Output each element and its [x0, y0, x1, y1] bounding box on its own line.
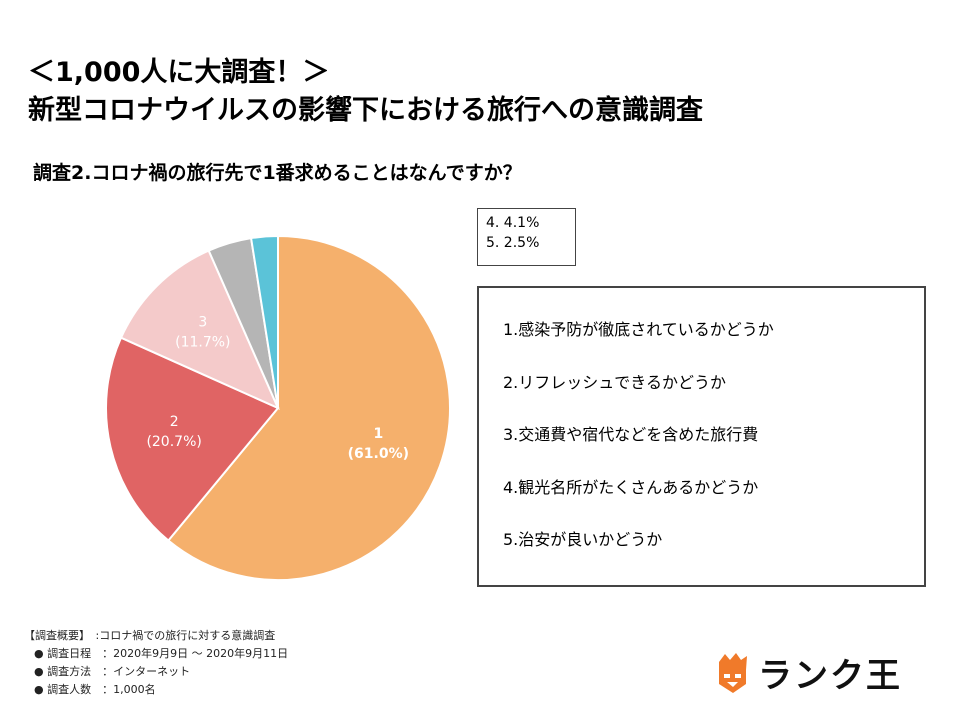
- small-legend-item-5: 5. 2.5%: [486, 235, 540, 251]
- pie-slice-5: [249, 234, 279, 409]
- pie-slice-2: [105, 336, 280, 542]
- option-5: 5.治安が良いかどうか: [503, 530, 663, 549]
- summary-heading: 【調査概要】 :コロナ禍での旅行に対する意識調査: [24, 629, 276, 642]
- summary-row-dates: ● 調査日程 ：2020年9月9日 ～ 2020年9月11日: [34, 647, 289, 660]
- pie-label-3: 3 (11.7%): [175, 314, 230, 350]
- options-box: 1.感染予防が徹底されているかどうか 2.リフレッシュできるかどうか 3.交通費…: [477, 286, 926, 587]
- summary-row-method: ● 調査方法 ：インターネット: [34, 665, 191, 678]
- logo-text: ランク王: [758, 656, 902, 696]
- pie-label-1: 1 (61.0%): [348, 426, 409, 462]
- rank-king-logo: ランク王: [716, 648, 902, 697]
- pie-slice-1: [166, 234, 451, 581]
- option-1: 1.感染予防が徹底されているかどうか: [503, 320, 774, 339]
- question-heading: 調査2.コロナ禍の旅行先で1番求めることはなんですか？: [33, 162, 522, 184]
- crown-mascot-icon: [719, 652, 747, 693]
- pie-label-2: 2 (20.7%): [146, 414, 201, 450]
- pie-slice-3: [119, 249, 280, 410]
- small-legend: 4. 4.1% 5. 2.5%: [477, 208, 576, 266]
- title-line-2: 新型コロナウイルスの影響下における旅行への意識調査: [28, 95, 703, 126]
- option-2: 2.リフレッシュできるかどうか: [503, 372, 726, 392]
- survey-summary: 【調査概要】 :コロナ禍での旅行に対する意識調査 ● 調査日程 ：2020年9月…: [24, 627, 288, 699]
- title-line-1: ＜1,000人に大調査！＞: [28, 57, 330, 88]
- option-3: 3.交通費や宿代などを含めた旅行費: [503, 425, 759, 444]
- small-legend-item-4: 4. 4.1%: [486, 215, 540, 231]
- option-4: 4.観光名所がたくさんあるかどうか: [503, 477, 759, 497]
- summary-row-count: ● 調査人数 ：1,000名: [34, 683, 156, 696]
